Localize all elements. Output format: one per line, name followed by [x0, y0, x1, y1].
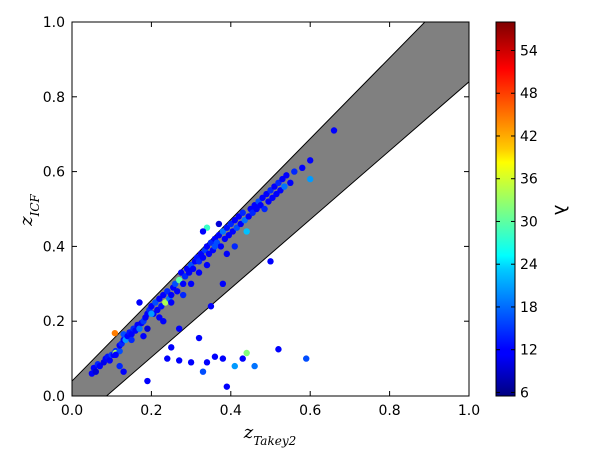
plot-frame — [71, 21, 470, 397]
data-point — [179, 291, 187, 299]
data-point — [164, 355, 171, 362]
y-tick-label: 0.2 — [43, 314, 65, 330]
data-point — [231, 362, 238, 370]
x-axis: 0.0 0.2 0.4 0.6 0.8 1.0 — [61, 22, 480, 419]
data-point — [239, 355, 246, 362]
data-point — [168, 291, 175, 299]
data-point — [299, 164, 306, 172]
data-point — [168, 344, 175, 351]
data-point — [168, 299, 175, 306]
data-point — [106, 357, 113, 364]
data-point — [144, 325, 151, 332]
colorbar-tick-label: 6 — [520, 385, 529, 401]
x-tick-label: 0.0 — [61, 403, 83, 419]
data-point — [187, 359, 195, 366]
colorbar-tick-label: 18 — [520, 300, 538, 316]
colorbar-tick-label: 54 — [520, 43, 538, 59]
data-point — [92, 368, 100, 375]
data-point — [219, 355, 227, 362]
data-point — [199, 228, 207, 235]
data-point — [148, 310, 155, 317]
data-point — [239, 209, 246, 216]
data-point — [112, 351, 119, 359]
data-point — [175, 325, 183, 332]
data-point — [217, 243, 225, 250]
data-point — [156, 314, 163, 321]
data-point — [281, 183, 288, 190]
data-point — [144, 377, 151, 385]
colorbar-tick-label: 42 — [520, 129, 538, 145]
data-point — [175, 357, 183, 364]
data-point — [243, 349, 250, 357]
data-point — [261, 205, 268, 213]
plot-area — [71, 21, 470, 397]
data-points — [88, 127, 338, 390]
data-point — [136, 299, 143, 306]
data-point — [287, 179, 294, 187]
data-point — [189, 265, 197, 273]
data-point — [211, 353, 219, 360]
data-point — [283, 172, 290, 179]
data-point — [291, 168, 298, 175]
x-tick-label: 1.0 — [458, 403, 480, 419]
data-point — [136, 325, 143, 332]
data-point — [307, 175, 314, 183]
data-point — [195, 334, 203, 342]
data-point — [211, 243, 219, 250]
data-point — [223, 250, 231, 258]
data-point — [199, 254, 207, 261]
data-point — [267, 258, 274, 265]
data-point — [179, 280, 187, 287]
data-point — [174, 288, 181, 295]
data-point — [128, 336, 135, 344]
x-tick-label: 0.4 — [220, 403, 242, 419]
colorbar: 6 12 18 24 30 36 42 48 54 λ — [495, 21, 571, 401]
y-axis: 0.0 0.2 0.4 0.6 0.8 1.0 — [43, 15, 469, 405]
data-point — [199, 368, 207, 375]
data-point — [187, 280, 195, 287]
data-point — [223, 383, 231, 390]
data-point — [203, 261, 211, 269]
x-axis-label: zTakey2 — [243, 422, 297, 448]
data-point — [307, 157, 314, 164]
data-point — [140, 332, 147, 340]
data-point — [275, 346, 282, 353]
colorbar-tick-label: 48 — [520, 86, 538, 102]
data-point — [203, 359, 211, 366]
data-point — [207, 303, 215, 310]
y-tick-label: 0.6 — [43, 165, 65, 181]
y-tick-label: 1.0 — [43, 15, 65, 31]
x-tick-label: 0.6 — [299, 403, 321, 419]
y-axis-label: zICF — [16, 193, 42, 226]
x-tick-label: 0.8 — [378, 403, 400, 419]
colorbar-tick-label: 24 — [520, 257, 538, 273]
colorbar-tick-label: 12 — [520, 343, 538, 359]
data-point — [251, 362, 258, 370]
data-point — [231, 243, 238, 250]
y-tick-label: 0.0 — [43, 389, 65, 405]
data-point — [120, 368, 127, 375]
colorbar-gradient — [495, 21, 516, 397]
x-tick-label: 0.2 — [140, 403, 162, 419]
colorbar-label: λ — [550, 205, 571, 216]
data-point — [330, 127, 338, 134]
y-tick-label: 0.4 — [43, 239, 65, 255]
data-point — [243, 228, 250, 235]
colorbar-ticks: 6 12 18 24 30 36 42 48 54 — [496, 43, 538, 401]
data-point — [215, 220, 223, 228]
colorbar-tick-label: 30 — [520, 214, 538, 230]
data-point — [195, 269, 203, 276]
colorbar-tick-label: 36 — [520, 172, 538, 188]
data-point — [219, 280, 227, 287]
y-tick-label: 0.8 — [43, 90, 65, 106]
data-point — [303, 355, 310, 362]
data-point — [111, 329, 119, 337]
data-point — [116, 362, 123, 370]
